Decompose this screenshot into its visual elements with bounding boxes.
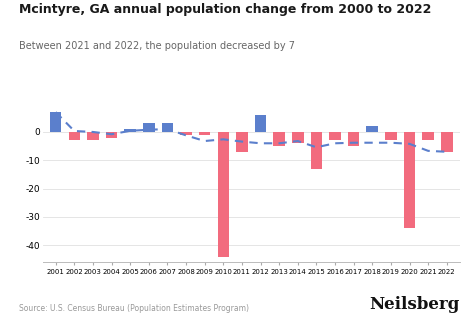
Bar <box>255 115 266 132</box>
Bar <box>87 132 99 140</box>
Bar <box>292 132 303 143</box>
Bar <box>329 132 341 140</box>
Text: Neilsberg: Neilsberg <box>369 296 460 313</box>
Bar <box>50 112 62 132</box>
Bar <box>106 132 118 138</box>
Bar <box>199 132 210 135</box>
Bar <box>124 129 136 132</box>
Text: Mcintyre, GA annual population change from 2000 to 2022: Mcintyre, GA annual population change fr… <box>19 3 431 16</box>
Bar <box>143 124 155 132</box>
Bar <box>422 132 434 140</box>
Bar <box>366 126 378 132</box>
Bar <box>348 132 359 146</box>
Bar <box>441 132 453 152</box>
Bar <box>69 132 80 140</box>
Text: Between 2021 and 2022, the population decreased by 7: Between 2021 and 2022, the population de… <box>19 41 295 51</box>
Bar <box>180 132 192 135</box>
Bar <box>385 132 397 140</box>
Bar <box>162 124 173 132</box>
Bar <box>236 132 248 152</box>
Bar <box>218 132 229 257</box>
Text: Source: U.S. Census Bureau (Population Estimates Program): Source: U.S. Census Bureau (Population E… <box>19 304 249 313</box>
Bar <box>310 132 322 169</box>
Bar <box>273 132 285 146</box>
Bar <box>404 132 415 228</box>
